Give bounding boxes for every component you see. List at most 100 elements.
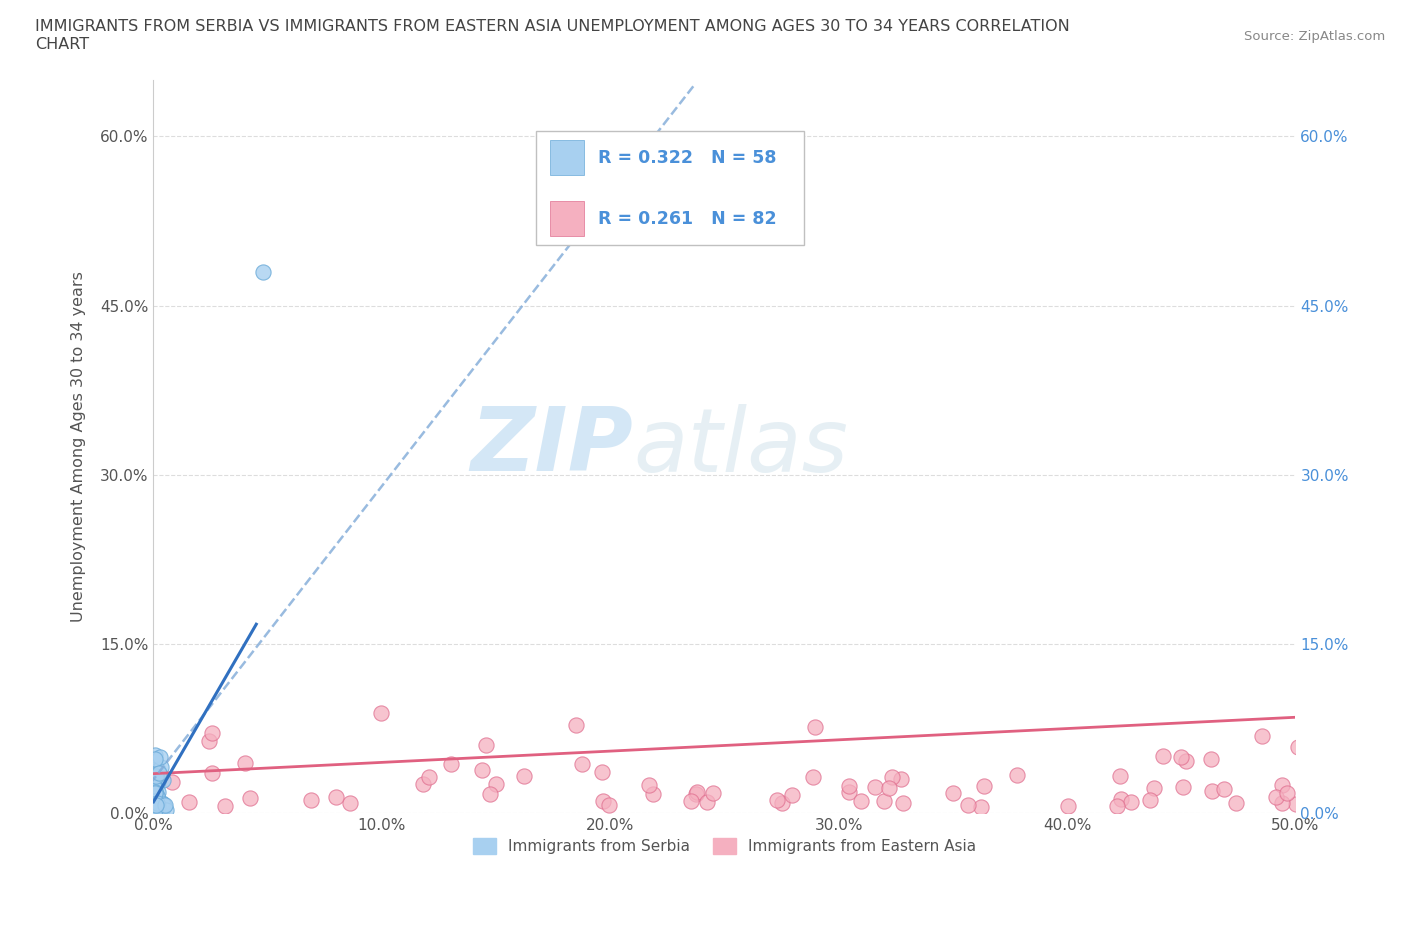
Point bbox=[152, 800, 174, 815]
Point bbox=[143, 794, 166, 809]
Point bbox=[142, 792, 165, 807]
Point bbox=[299, 792, 322, 807]
Point bbox=[957, 798, 980, 813]
Legend: Immigrants from Serbia, Immigrants from Eastern Asia: Immigrants from Serbia, Immigrants from … bbox=[467, 832, 983, 860]
Point bbox=[149, 760, 172, 775]
Point bbox=[200, 765, 222, 780]
Point bbox=[942, 786, 965, 801]
Point bbox=[838, 784, 860, 799]
Point bbox=[770, 795, 793, 810]
Point bbox=[592, 793, 614, 808]
Point bbox=[143, 803, 166, 817]
Point bbox=[143, 780, 166, 795]
Point bbox=[145, 795, 167, 810]
Point bbox=[1225, 796, 1247, 811]
Point bbox=[145, 769, 167, 784]
Point bbox=[1271, 795, 1294, 810]
Point bbox=[1299, 780, 1322, 795]
Point bbox=[252, 264, 274, 279]
Point bbox=[1152, 749, 1174, 764]
Point bbox=[142, 790, 165, 804]
Point bbox=[325, 790, 347, 804]
Point bbox=[1295, 796, 1317, 811]
Point bbox=[146, 799, 169, 814]
Point bbox=[1295, 774, 1317, 789]
Point bbox=[145, 804, 167, 818]
Point bbox=[440, 756, 463, 771]
Point bbox=[485, 777, 508, 791]
Text: R = 0.322   N = 58: R = 0.322 N = 58 bbox=[598, 149, 776, 166]
Point bbox=[153, 797, 176, 812]
Point bbox=[148, 774, 170, 789]
Point bbox=[470, 763, 492, 777]
Point bbox=[214, 799, 236, 814]
Point bbox=[598, 797, 620, 812]
Point bbox=[143, 804, 166, 818]
Point bbox=[143, 786, 166, 801]
Point bbox=[143, 777, 166, 791]
Text: CHART: CHART bbox=[35, 37, 89, 52]
Point bbox=[143, 785, 166, 800]
Point bbox=[849, 794, 872, 809]
Text: IMMIGRANTS FROM SERBIA VS IMMIGRANTS FROM EASTERN ASIA UNEMPLOYMENT AMONG AGES 3: IMMIGRANTS FROM SERBIA VS IMMIGRANTS FRO… bbox=[35, 19, 1070, 33]
Point bbox=[702, 786, 724, 801]
Point bbox=[880, 769, 903, 784]
Text: R = 0.261   N = 82: R = 0.261 N = 82 bbox=[598, 209, 776, 228]
Point bbox=[782, 788, 804, 803]
Point bbox=[142, 791, 165, 806]
Point bbox=[1174, 753, 1197, 768]
Point bbox=[145, 791, 167, 806]
Point bbox=[1322, 799, 1344, 814]
Point bbox=[685, 787, 707, 802]
Point bbox=[1108, 769, 1130, 784]
Point bbox=[143, 751, 166, 766]
Point bbox=[148, 799, 170, 814]
Point bbox=[143, 778, 166, 793]
Point bbox=[591, 764, 613, 779]
Point bbox=[146, 801, 169, 816]
Point bbox=[1139, 792, 1161, 807]
Y-axis label: Unemployment Among Ages 30 to 34 years: Unemployment Among Ages 30 to 34 years bbox=[72, 272, 86, 622]
Point bbox=[142, 779, 165, 794]
Point bbox=[152, 797, 174, 812]
Point bbox=[145, 789, 167, 804]
Point bbox=[143, 803, 166, 817]
Point bbox=[1171, 779, 1194, 794]
Point bbox=[681, 793, 703, 808]
Point bbox=[145, 797, 167, 812]
Point bbox=[412, 777, 434, 791]
Point bbox=[179, 794, 201, 809]
Point bbox=[1326, 735, 1348, 750]
Point bbox=[879, 780, 901, 795]
Point bbox=[873, 793, 896, 808]
Point bbox=[1286, 739, 1309, 754]
Point bbox=[1105, 799, 1128, 814]
Point bbox=[1271, 777, 1294, 792]
Point bbox=[201, 726, 224, 741]
Point bbox=[143, 778, 166, 793]
Point bbox=[1315, 794, 1337, 809]
Point bbox=[145, 799, 167, 814]
Point bbox=[145, 769, 167, 784]
Point bbox=[146, 795, 169, 810]
Point bbox=[146, 785, 169, 800]
Point bbox=[143, 781, 166, 796]
Point bbox=[239, 790, 262, 805]
Point bbox=[641, 787, 664, 802]
Point bbox=[142, 786, 165, 801]
Point bbox=[1264, 790, 1286, 804]
FancyBboxPatch shape bbox=[536, 131, 804, 245]
Point bbox=[150, 795, 173, 810]
Point bbox=[1275, 786, 1298, 801]
Point bbox=[145, 789, 167, 804]
Point bbox=[142, 778, 165, 793]
Point bbox=[1285, 796, 1308, 811]
FancyBboxPatch shape bbox=[550, 201, 583, 236]
Point bbox=[1201, 751, 1223, 766]
Point bbox=[235, 755, 257, 770]
Point bbox=[838, 778, 860, 793]
Point bbox=[1250, 728, 1272, 743]
Point bbox=[146, 804, 169, 819]
Point bbox=[143, 783, 166, 798]
Point bbox=[150, 799, 173, 814]
